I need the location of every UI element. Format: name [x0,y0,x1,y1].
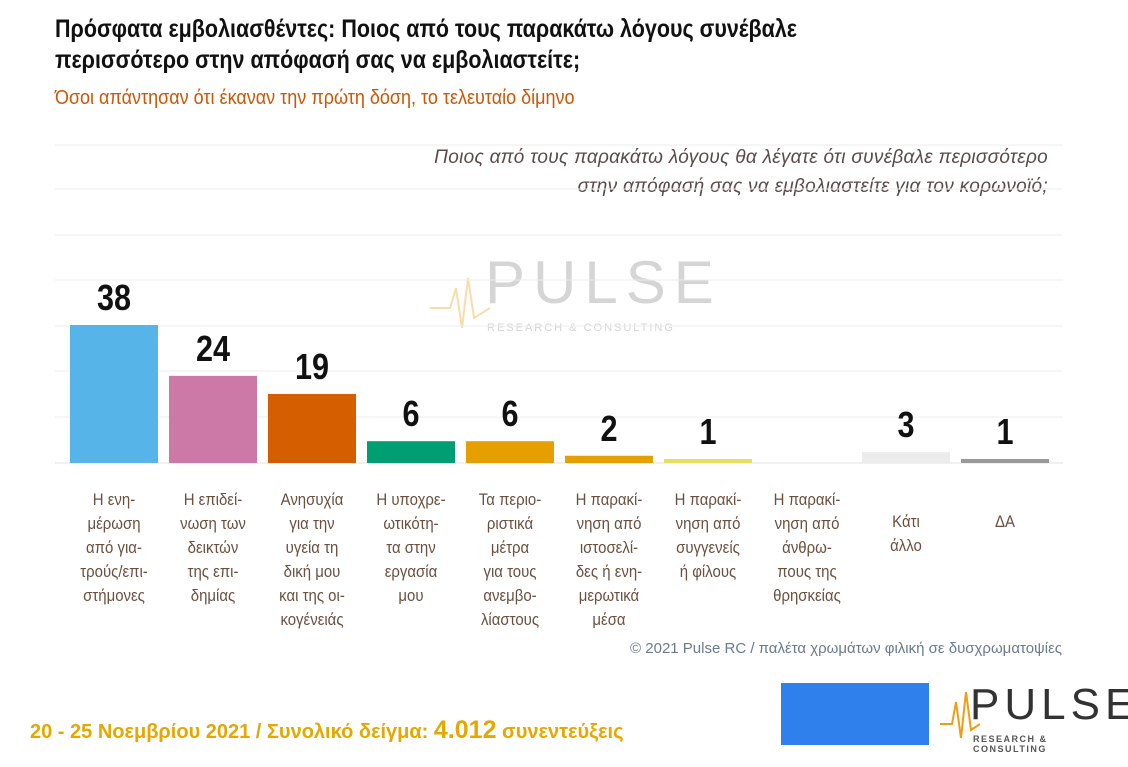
category-label: Η παρακί- νηση από συγγενείς ή φίλους [674,490,742,581]
category-label: ΔΑ [995,512,1015,531]
bar [367,441,455,463]
footer-dates: 20 - 25 Νοεμβρίου 2021 / Συνολικό δείγμα… [30,721,434,743]
bar [466,441,554,463]
data-label: 2 [600,407,618,449]
data-label: 24 [195,327,231,369]
footer-suffix: συνεντεύξεις [496,721,624,743]
bar [565,455,653,463]
bar [862,452,950,463]
footer: 20 - 25 Νοεμβρίου 2021 / Συνολικό δείγμα… [30,716,624,745]
category-label: Η παρακί- νηση από ιστοσελί- δες ή ενη- … [575,490,643,629]
data-label: 38 [96,277,132,318]
data-label: 6 [501,393,519,435]
data-label: 3 [897,404,915,446]
sample-size: 4.012 [433,716,497,744]
category-label: Η ενη- μέρωση από για- τρούς/επι- στήμον… [80,490,148,605]
data-label: 1 [699,411,717,452]
category-label: Κάτι άλλο [890,512,922,555]
bar [664,459,752,463]
data-label: 19 [294,346,330,387]
category-label: Η επιδεί- νωση των δεικτών της επι- δημί… [180,490,246,605]
skai-logo [781,683,929,745]
subtitle: Όσοι απάντησαν ότι έκαναν την πρώτη δόση… [55,87,575,109]
bar [70,325,158,463]
copyright: © 2021 Pulse RC / παλέτα χρωμάτων φιλική… [630,640,1062,657]
data-label: 1 [996,411,1014,452]
category-label: Η υποχρε- ωτικότη- τα στην εργασία μου [376,490,446,605]
chart-title: Ποιος από τους παρακάτω λόγους θα λέγατε… [434,147,1048,197]
page-title: Πρόσφατα εμβολιασθέντες: Ποιος από τους … [55,15,798,74]
category-label: Ανησυχία για την υγεία τη δική μου και τ… [279,490,345,629]
bar [268,394,356,463]
data-label: 6 [402,393,420,435]
pulse-logo: PULSE RESEARCH & CONSULTING [940,680,1128,754]
bar [961,459,1049,463]
category-label: Τα περιο- ριστικά μέτρα για τους ανεμβο-… [478,490,542,629]
pulse-watermark: PULSE RESEARCH & CONSULTING [430,248,714,338]
category-label: Η παρακί- νηση από άνθρω- πους της θρησκ… [773,490,841,605]
bar [169,375,257,463]
